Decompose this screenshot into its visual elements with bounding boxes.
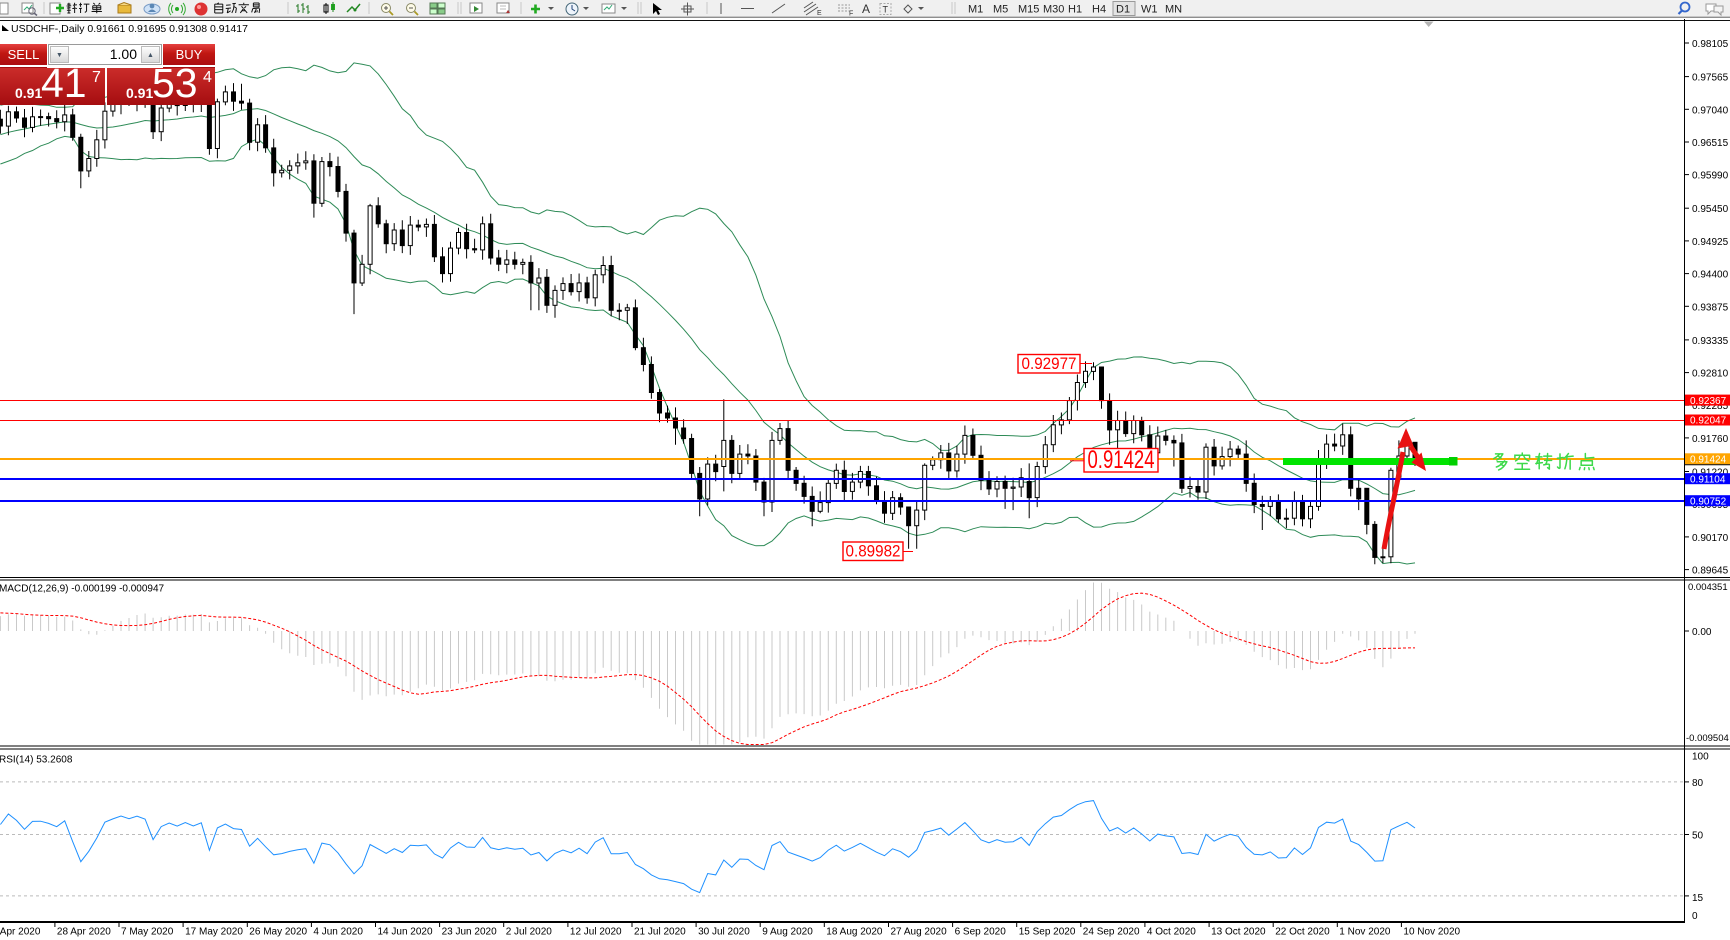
svg-text:26 May 2020: 26 May 2020 <box>249 927 307 938</box>
svg-text:30 Jul 2020: 30 Jul 2020 <box>698 927 750 938</box>
svg-text:14 Jun 2020: 14 Jun 2020 <box>378 927 433 938</box>
svg-text:0.97040: 0.97040 <box>1692 105 1729 116</box>
svg-text:0.93335: 0.93335 <box>1692 336 1729 347</box>
svg-text:28 Apr 2020: 28 Apr 2020 <box>57 927 111 938</box>
svg-text:10 Nov 2020: 10 Nov 2020 <box>1403 927 1460 938</box>
svg-text:23 Jun 2020: 23 Jun 2020 <box>442 927 497 938</box>
svg-text:E: E <box>817 10 822 17</box>
svg-text:0.00: 0.00 <box>1692 627 1712 638</box>
svg-text:100: 100 <box>1692 752 1709 763</box>
svg-text:0.98105: 0.98105 <box>1692 39 1729 50</box>
svg-text:-0.009504: -0.009504 <box>1686 733 1729 744</box>
svg-text:RSI(14) 53.2608: RSI(14) 53.2608 <box>0 755 73 766</box>
svg-text:12 Jul 2020: 12 Jul 2020 <box>570 927 622 938</box>
svg-text:0.92047: 0.92047 <box>1690 416 1727 427</box>
svg-text:0.94400: 0.94400 <box>1692 270 1729 281</box>
svg-text:D1: D1 <box>1116 4 1130 16</box>
svg-text:F: F <box>849 11 853 18</box>
svg-text:50: 50 <box>1692 831 1704 842</box>
svg-text:0.92285: 0.92285 <box>1692 401 1729 412</box>
svg-text:7 May 2020: 7 May 2020 <box>121 927 174 938</box>
svg-text:27 Aug 2020: 27 Aug 2020 <box>891 927 948 938</box>
svg-text:0.95450: 0.95450 <box>1692 204 1729 215</box>
svg-text:80: 80 <box>1692 778 1704 789</box>
svg-text:2 Jul 2020: 2 Jul 2020 <box>506 927 553 938</box>
svg-text:9 Apr 2020: 9 Apr 2020 <box>0 927 41 938</box>
svg-text:22 Oct 2020: 22 Oct 2020 <box>1275 927 1330 938</box>
svg-text:6 Sep 2020: 6 Sep 2020 <box>955 927 1007 938</box>
svg-text:0.94925: 0.94925 <box>1692 237 1729 248</box>
svg-text:0.92977: 0.92977 <box>1022 354 1077 373</box>
svg-text:MN: MN <box>1165 4 1182 16</box>
svg-text:W1: W1 <box>1141 4 1158 16</box>
svg-text:0.90170: 0.90170 <box>1692 533 1729 544</box>
svg-text:0.97565: 0.97565 <box>1692 73 1729 84</box>
svg-text:0.004351: 0.004351 <box>1688 582 1728 593</box>
svg-text:13 Oct 2020: 13 Oct 2020 <box>1211 927 1266 938</box>
svg-text:A: A <box>862 2 870 16</box>
svg-text:24 Sep 2020: 24 Sep 2020 <box>1083 927 1140 938</box>
svg-text:USDCHF-,Daily 0.91661 0.91695: USDCHF-,Daily 0.91661 0.91695 0.91308 0.… <box>11 23 248 35</box>
svg-text:MACD(12,26,9) -0.000199 -0.000: MACD(12,26,9) -0.000199 -0.000947 <box>0 584 165 595</box>
svg-text:0: 0 <box>1692 911 1698 922</box>
svg-text:H1: H1 <box>1068 4 1082 16</box>
svg-text:0.92367: 0.92367 <box>1690 396 1727 407</box>
svg-text:0.91760: 0.91760 <box>1692 434 1729 445</box>
svg-text:M5: M5 <box>993 4 1008 16</box>
svg-text:0.92810: 0.92810 <box>1692 369 1729 380</box>
svg-text:M1: M1 <box>968 4 983 16</box>
svg-text:9 Aug 2020: 9 Aug 2020 <box>762 927 813 938</box>
svg-text:1 Nov 2020: 1 Nov 2020 <box>1339 927 1391 938</box>
svg-text:0.90752: 0.90752 <box>1690 496 1727 507</box>
svg-text:M15: M15 <box>1018 4 1039 16</box>
svg-text:15 Sep 2020: 15 Sep 2020 <box>1019 927 1076 938</box>
svg-text:0.91424: 0.91424 <box>1690 455 1727 466</box>
svg-text:H4: H4 <box>1092 4 1106 16</box>
svg-text:0.91424: 0.91424 <box>1088 446 1155 474</box>
svg-text:4 Jun 2020: 4 Jun 2020 <box>313 927 363 938</box>
svg-text:15: 15 <box>1692 893 1704 904</box>
svg-text:0.91220: 0.91220 <box>1692 468 1729 479</box>
svg-text:17 May 2020: 17 May 2020 <box>185 927 243 938</box>
svg-text:21 Jul 2020: 21 Jul 2020 <box>634 927 686 938</box>
svg-text:18 Aug 2020: 18 Aug 2020 <box>826 927 883 938</box>
svg-text:4 Oct 2020: 4 Oct 2020 <box>1147 927 1196 938</box>
svg-text:0.96515: 0.96515 <box>1692 138 1729 149</box>
svg-text:T: T <box>883 5 889 15</box>
svg-text:0.95990: 0.95990 <box>1692 171 1729 182</box>
svg-text:0.89982: 0.89982 <box>846 542 901 561</box>
svg-text:M30: M30 <box>1043 4 1064 16</box>
svg-text:0.89645: 0.89645 <box>1692 566 1729 577</box>
svg-text:0.91104: 0.91104 <box>1690 474 1726 485</box>
svg-text:0.93875: 0.93875 <box>1692 302 1729 313</box>
